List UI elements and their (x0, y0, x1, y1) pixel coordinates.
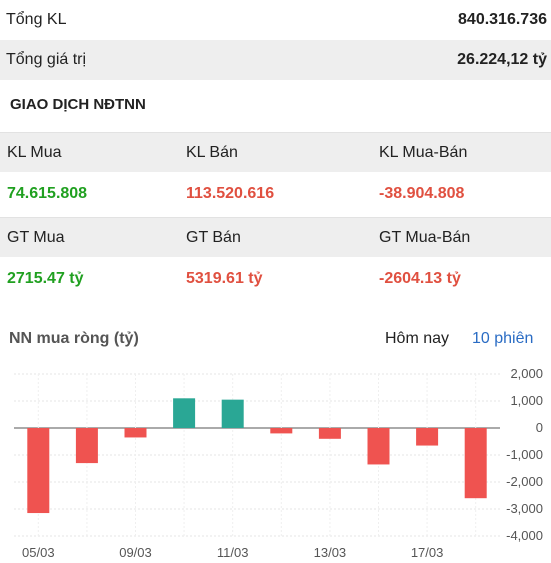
volume-value-row: 74.615.808 113.520.616 -38.904.808 (0, 174, 551, 214)
gt-mua-value: 2715.47 tỷ (7, 270, 84, 287)
total-volume-label: Tổng KL (6, 11, 67, 28)
total-value-label: Tổng giá trị (6, 51, 87, 68)
gt-ban-label: GT Bán (186, 229, 241, 246)
kl-ban-label: KL Bán (186, 144, 238, 161)
x-tick-label: 11/03 (217, 545, 249, 560)
total-volume-value: 840.316.736 (458, 11, 547, 28)
kl-net-label: KL Mua-Bán (379, 144, 468, 161)
x-tick-label: 05/03 (22, 545, 55, 560)
y-tick-label: 0 (536, 420, 543, 435)
chart-title: NN mua ròng (tỷ) (9, 330, 139, 347)
y-tick-label: 1,000 (510, 393, 543, 408)
net-buy-chart: 2,000 1,000 0 -1,000 -2,000 -3,000 -4,000 05/03… (14, 366, 543, 560)
total-volume-row: Tổng KL 840.316.736 (0, 0, 551, 40)
gt-ban-value: 5319.61 tỷ (186, 270, 263, 287)
x-tick-label: 09/03 (119, 545, 152, 560)
y-tick-label: -1,000 (506, 447, 543, 462)
value-value-row: 2715.47 tỷ 5319.61 tỷ -2604.13 tỷ (0, 259, 551, 299)
y-tick-label: -3,000 (506, 501, 543, 516)
bar (416, 428, 439, 446)
bar (173, 398, 196, 428)
bar (27, 428, 50, 514)
value-header-row: GT Mua GT Bán GT Mua-Bán (0, 217, 551, 257)
total-value-value: 26.224,12 tỷ (457, 51, 547, 68)
y-tick-label: -2,000 (506, 474, 543, 489)
bar (221, 399, 244, 428)
x-tick-label: 17/03 (411, 545, 444, 560)
section-title: GIAO DỊCH NĐTNN (10, 96, 146, 113)
total-value-row: Tổng giá trị 26.224,12 tỷ (0, 40, 551, 80)
bar (367, 428, 390, 465)
tab-today[interactable]: Hôm nay (385, 330, 450, 347)
y-tick-label: -4,000 (506, 528, 543, 543)
bar (318, 428, 341, 439)
kl-ban-value: 113.520.616 (186, 185, 275, 202)
gt-mua-label: GT Mua (7, 229, 65, 246)
x-tick-label: 13/03 (314, 545, 347, 560)
gt-net-value: -2604.13 tỷ (379, 270, 461, 287)
kl-mua-value: 74.615.808 (7, 185, 88, 202)
y-tick-label: 2,000 (510, 366, 543, 381)
bar (124, 428, 147, 438)
tab-10-sessions[interactable]: 10 phiên (472, 330, 534, 347)
bar (464, 428, 487, 499)
bar (270, 428, 293, 434)
kl-mua-label: KL Mua (7, 144, 62, 161)
kl-net-value: -38.904.808 (379, 185, 465, 202)
volume-header-row: KL Mua KL Bán KL Mua-Bán (0, 132, 551, 172)
bar (75, 428, 98, 464)
gt-net-label: GT Mua-Bán (379, 229, 471, 246)
